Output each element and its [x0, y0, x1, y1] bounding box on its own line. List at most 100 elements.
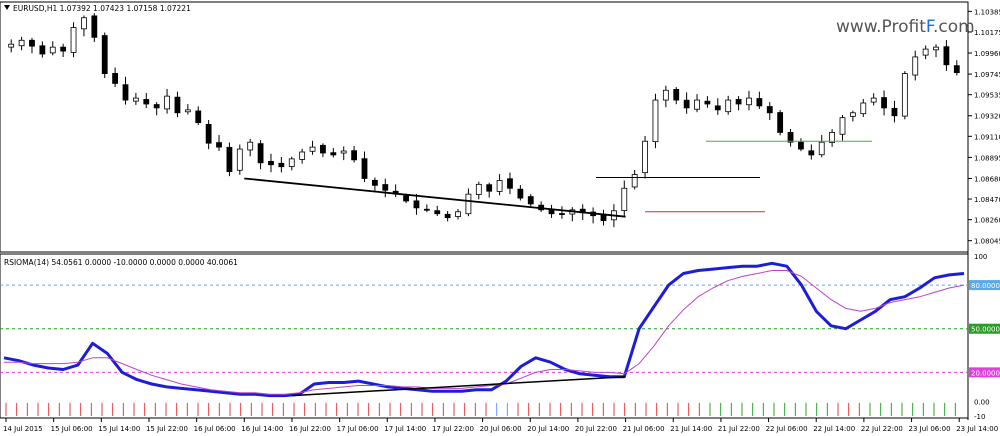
bear-candle: [60, 46, 67, 52]
time-tick-label: 20 Jul 06:00: [480, 425, 522, 433]
rsioma-line: [3, 261, 965, 398]
bull-candle: [912, 56, 919, 76]
bear-candle: [881, 97, 887, 109]
indicator-tick-label: 0.00: [974, 398, 990, 406]
candlesticks: [8, 13, 960, 228]
bear-candle: [29, 39, 35, 47]
indicator-tick-label: 20.0000: [971, 369, 1000, 377]
bull-candle: [860, 102, 867, 115]
bull-candle: [288, 158, 295, 167]
bear-candle: [143, 99, 150, 105]
bull-candle: [49, 46, 56, 54]
time-tick-label: 21 Jul 06:00: [623, 425, 665, 433]
bull-candle: [455, 211, 461, 217]
bear-candle: [205, 123, 212, 144]
bear-candle: [112, 73, 119, 84]
bull-candle: [870, 97, 877, 103]
indicator-axis: 100 80.0000 50.0000 20.0000 0.00 -10: [969, 253, 1000, 421]
price-tick-label: 1.08260: [974, 217, 1000, 225]
bull-candle: [8, 43, 15, 48]
bull-candle: [901, 73, 908, 117]
time-tick-label: 23 Jul 06:00: [909, 425, 951, 433]
bear-candle: [382, 184, 389, 191]
bull-candle: [725, 99, 732, 113]
bear-candle: [777, 112, 784, 133]
bear-candle: [735, 99, 742, 105]
time-tick-label: 15 Jul 22:00: [146, 425, 188, 433]
bull-candle: [839, 117, 846, 135]
level-label-badge: [969, 367, 1000, 378]
watermark-logo: www.ProfitF.com: [836, 17, 975, 37]
time-tick-label: 15 Jul 14:00: [98, 425, 140, 433]
time-tick-label: 22 Jul 14:00: [813, 425, 855, 433]
bull-candle: [496, 180, 503, 192]
price-tick-label: 1.09535: [974, 92, 1000, 100]
bear-candle: [361, 158, 368, 179]
bear-candle: [714, 105, 721, 111]
bear-candle: [756, 98, 763, 107]
bull-candle: [18, 39, 25, 47]
price-tick-label: 1.09320: [974, 113, 1000, 121]
bull-candle: [642, 140, 648, 174]
bear-candle: [486, 184, 493, 192]
bull-candle: [299, 151, 306, 160]
bull-candle: [818, 141, 825, 156]
bear-candle: [808, 150, 815, 156]
bear-candle: [216, 142, 222, 148]
time-tick-label: 16 Jul 06:00: [194, 425, 236, 433]
bear-candle: [423, 208, 430, 211]
bear-candle: [257, 143, 264, 164]
price-tick-label: 1.09110: [974, 133, 1000, 141]
bear-candle: [101, 35, 108, 74]
bear-candle: [268, 160, 274, 166]
bear-candle: [403, 195, 409, 202]
bear-candle: [527, 196, 534, 205]
bull-candle: [81, 17, 87, 30]
bull-candle: [309, 146, 316, 152]
bull-candle: [631, 174, 638, 188]
bear-candle: [891, 107, 898, 117]
indicator-tick-label: 80.0000: [971, 282, 1000, 290]
time-tick-label: 16 Jul 14:00: [241, 425, 283, 433]
time-axis: 14 Jul 2015 15 Jul 06:00 15 Jul 14:00 15 Ju…: [3, 418, 998, 433]
bull-candle: [621, 187, 628, 212]
price-tick-label: 1.08680: [974, 175, 1000, 183]
price-tick-label: 1.08470: [974, 196, 1000, 204]
price-tick-label: 1.09745: [974, 71, 1000, 79]
indicator-trendline: [291, 375, 626, 397]
bear-candle: [766, 106, 773, 114]
histogram-bars: [5, 402, 956, 416]
bull-candle: [694, 99, 700, 110]
bear-candle: [444, 213, 451, 219]
bear-candle: [673, 88, 680, 101]
bear-candle: [413, 200, 420, 209]
bear-candle: [320, 144, 326, 154]
bear-candle: [943, 46, 950, 66]
bear-candle: [507, 178, 513, 189]
bear-candle: [704, 100, 711, 105]
bull-candle: [849, 112, 856, 117]
time-tick-label: 15 Jul 06:00: [51, 425, 93, 433]
bull-candle: [829, 131, 836, 143]
indicator-title: RSIOMA(14) 54.0561 0.0000 -10.0000 0.000…: [4, 258, 238, 267]
bull-candle: [475, 183, 482, 195]
bull-candle: [164, 95, 170, 110]
bull-candle: [746, 97, 752, 106]
bear-candle: [226, 146, 233, 173]
bull-candle: [132, 97, 139, 102]
time-tick-label: 20 Jul 14:00: [527, 425, 569, 433]
price-annotations: [244, 140, 872, 218]
bear-candle: [798, 141, 804, 150]
bear-candle: [787, 132, 794, 143]
bear-candle: [122, 84, 129, 101]
time-tick-label: 14 Jul 2015: [3, 425, 43, 433]
bear-candle: [351, 150, 358, 161]
bull-candle: [933, 46, 939, 51]
symbol-ohlc-label: EURUSD,H1 1.07392 1.07423 1.07158 1.0722…: [13, 4, 191, 13]
triangle-down-icon[interactable]: [4, 5, 10, 10]
level-label-badge: [969, 280, 1000, 291]
bear-candle: [953, 65, 960, 74]
